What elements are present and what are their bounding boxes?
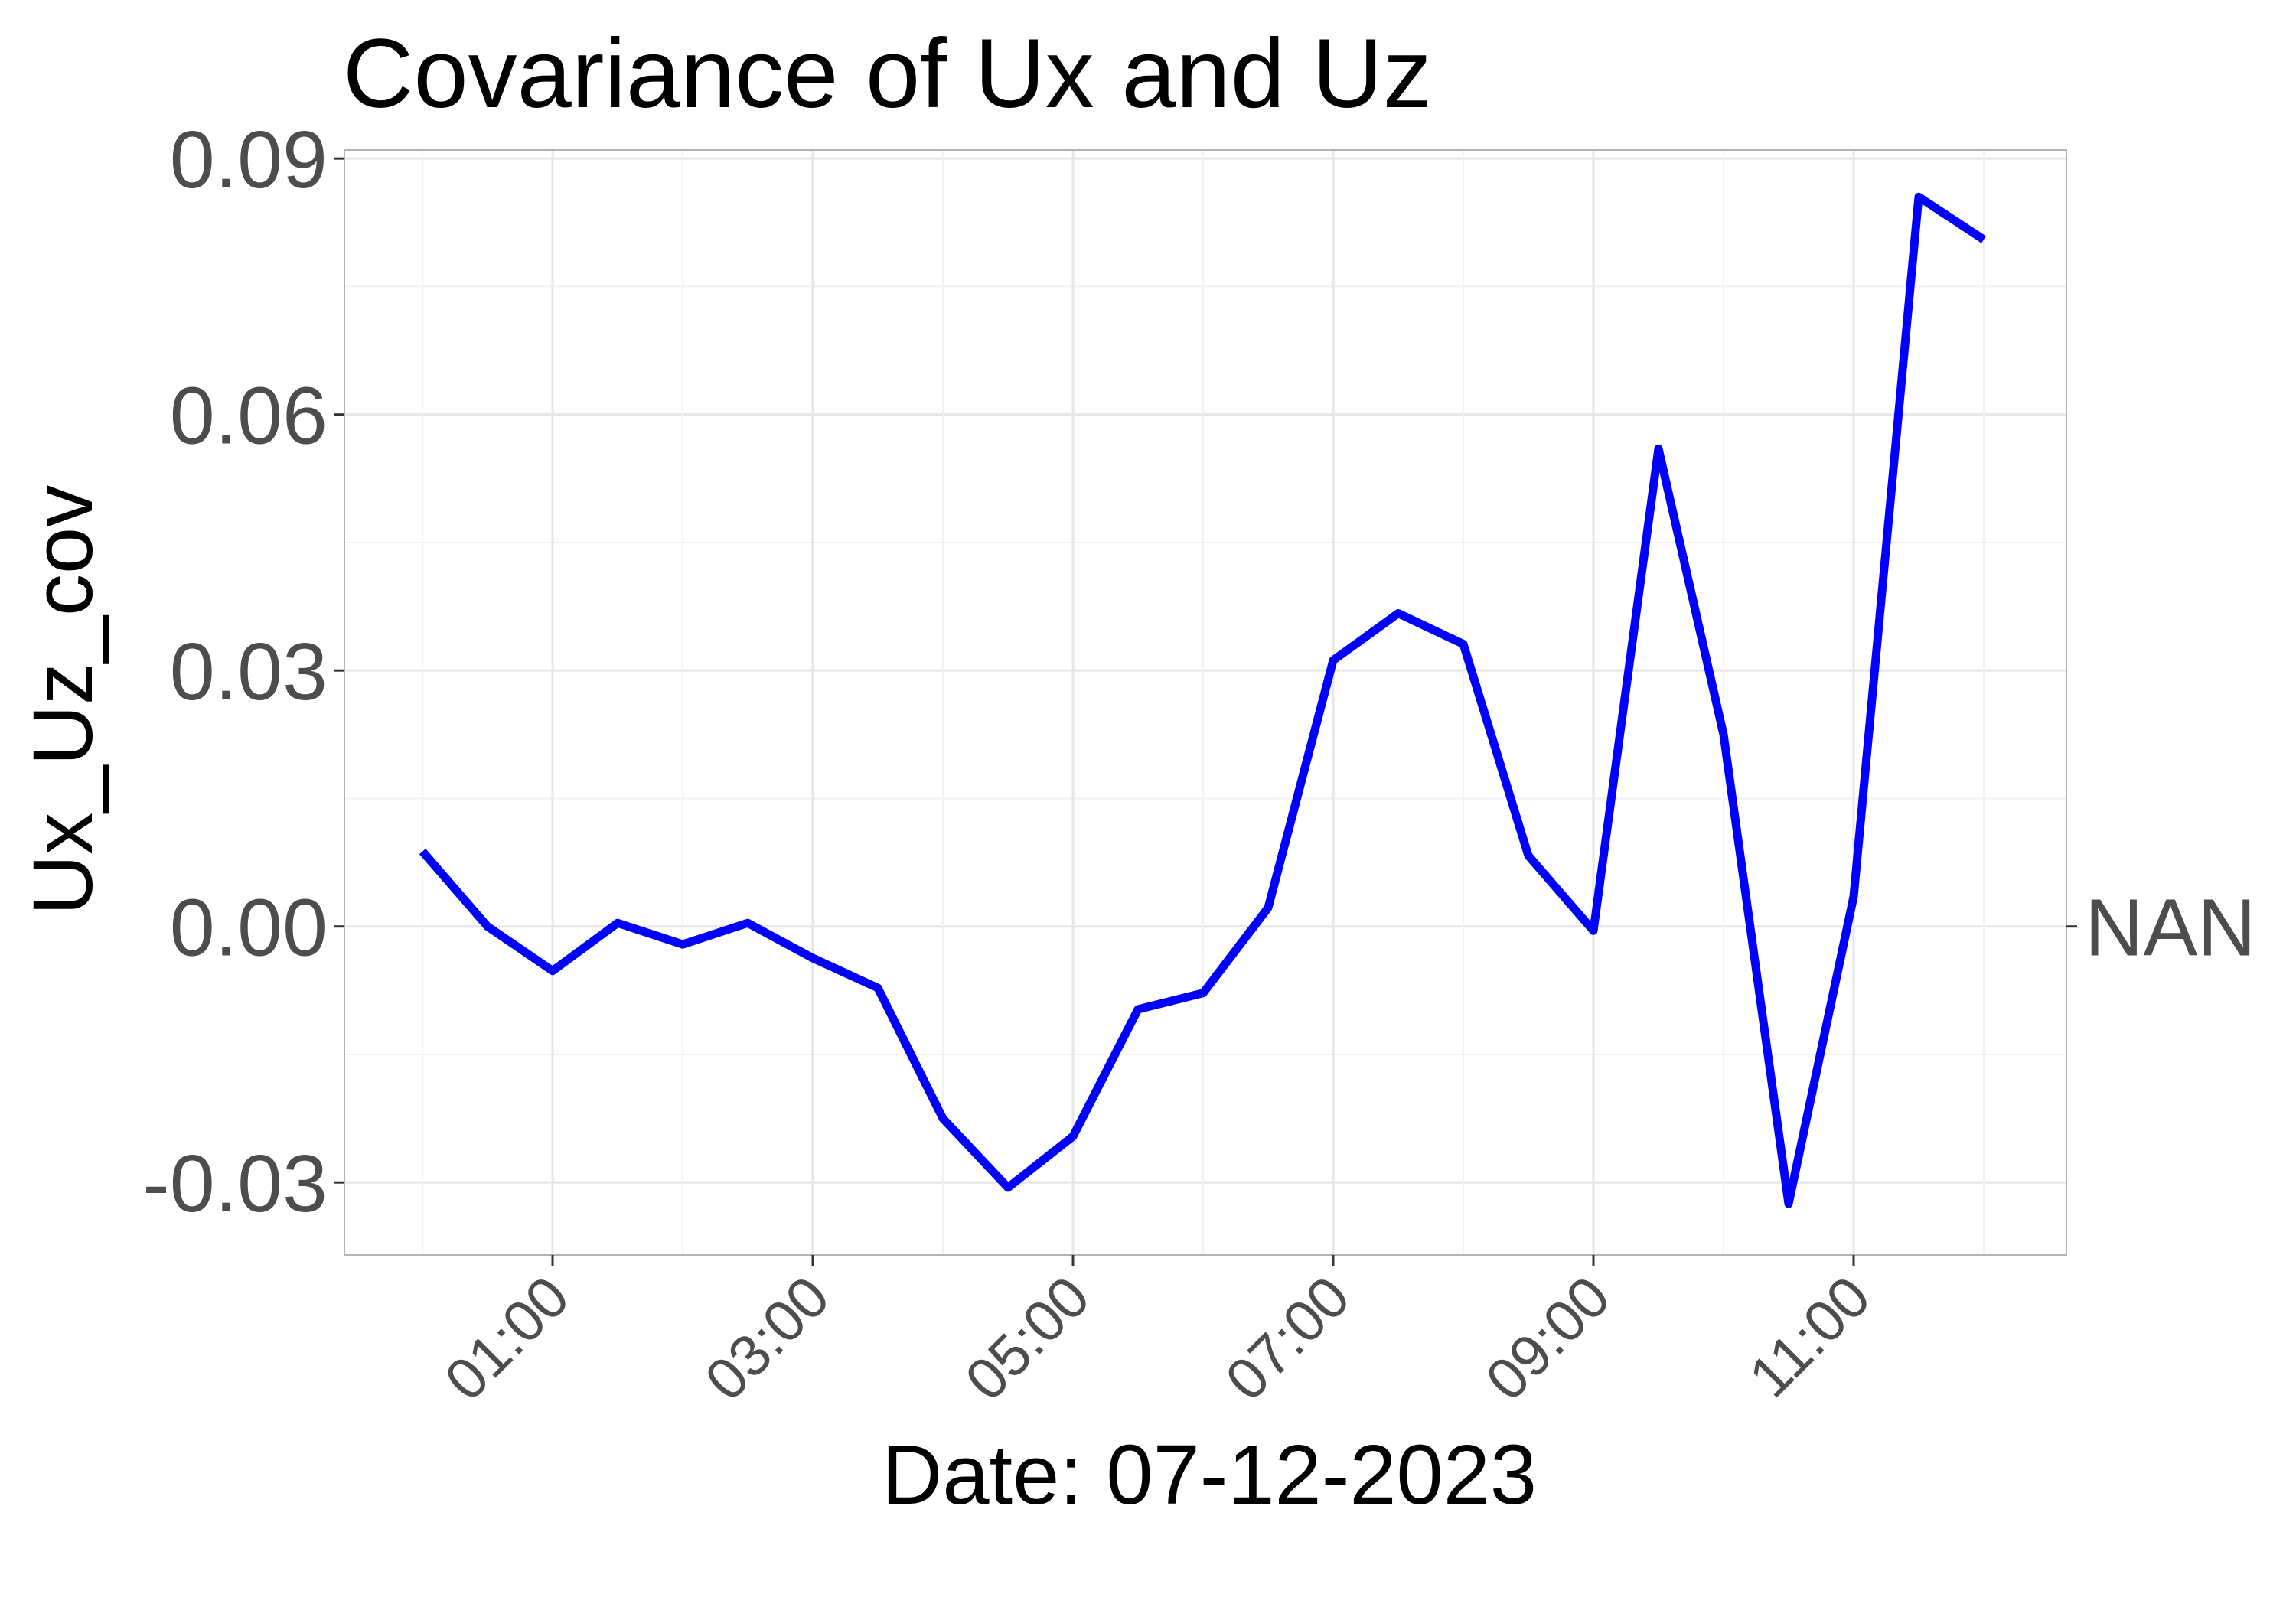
y-tick-label: 0.03: [170, 627, 328, 717]
chart-title: Covariance of Ux and Uz: [343, 19, 1432, 129]
y-tick-label: 0.06: [170, 371, 328, 461]
y-axis: -0.03 0.00 0.03 0.06 0.09: [142, 115, 344, 1229]
y-axis-title: Ux_Uz_cov: [16, 485, 110, 915]
y-tick-label: 0.00: [170, 883, 328, 973]
series-line: [419, 192, 1987, 1208]
secondary-axis-label: NAN: [2085, 883, 2256, 973]
x-axis-title: Date: 07-12-2023: [882, 1428, 1537, 1522]
y-tick-label: 0.09: [170, 115, 328, 205]
panel-border: [344, 149, 2067, 1256]
y-tick-label: -0.03: [142, 1139, 328, 1229]
